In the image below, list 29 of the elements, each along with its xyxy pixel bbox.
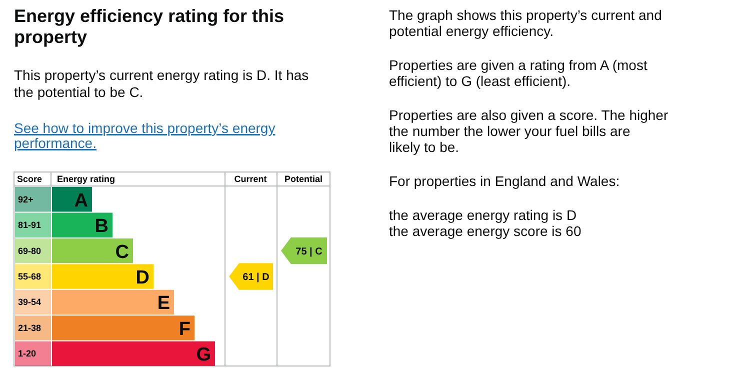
text: Energy rating (57, 174, 116, 184)
text: D (136, 268, 150, 288)
text: B (94, 216, 108, 238)
text: Score (17, 174, 42, 184)
text: E (157, 293, 170, 314)
text: Current (234, 174, 267, 184)
text: G (196, 344, 211, 366)
text: Energy efficiency rating for this property (14, 6, 284, 47)
category-label: 39-54 (18, 297, 42, 308)
text: Properties are also given a score. The higher the number the lower your fuel bills are likely to be. (389, 107, 668, 155)
text: Properties are given a rating from A (most efficient) to G (least efficient). (389, 57, 648, 89)
text: F (178, 318, 190, 340)
data-label: 75 | C (296, 246, 322, 258)
category-label: 1-20 (18, 348, 36, 359)
text: For properties in England and Wales: (389, 173, 620, 189)
text: the average energy rating is D (389, 207, 577, 223)
text: The graph shows this property’s current and potential energy efficiency. (389, 7, 662, 39)
text: This property’s current energy rating is D. It has the potential to be C. (14, 67, 309, 100)
text: Potential (284, 174, 323, 184)
text: C (115, 242, 129, 263)
category-label: 81-91 (18, 220, 42, 230)
text: See how to improve this property’s energy performance. (14, 120, 276, 151)
category-label: 55-68 (18, 272, 42, 282)
text: A (74, 190, 88, 212)
category-label: 69-80 (18, 246, 42, 256)
text: the average energy score is 60 (389, 223, 582, 239)
data-label: 61 | D (242, 272, 270, 283)
category-label: 92+ (18, 194, 34, 204)
category-label: 21-38 (18, 322, 42, 333)
